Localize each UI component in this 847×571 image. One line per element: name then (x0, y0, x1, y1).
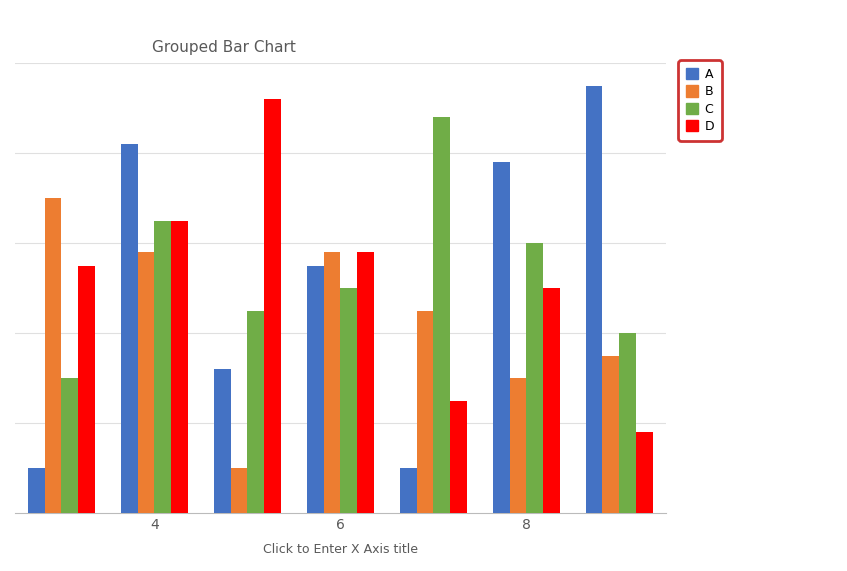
Bar (45, 198, 62, 513)
Text: Grouped Bar Chart: Grouped Bar Chart (152, 40, 296, 55)
Bar (526, 243, 543, 513)
X-axis label: Click to Enter X Axis title: Click to Enter X Axis title (263, 543, 418, 556)
Bar (450, 401, 467, 513)
Bar (602, 356, 619, 513)
Bar (417, 311, 434, 513)
Bar (307, 266, 324, 513)
Bar (247, 311, 264, 513)
Bar (78, 266, 95, 513)
Bar (138, 252, 154, 513)
Bar (493, 162, 510, 513)
Bar (357, 252, 374, 513)
Bar (400, 468, 417, 513)
Bar (434, 117, 450, 513)
Bar (543, 288, 560, 513)
Bar (171, 220, 188, 513)
Bar (214, 369, 230, 513)
Bar (28, 468, 45, 513)
Bar (340, 288, 357, 513)
Bar (62, 378, 78, 513)
Bar (154, 220, 171, 513)
Bar (324, 252, 340, 513)
Bar (586, 86, 602, 513)
Bar (230, 468, 247, 513)
Bar (636, 432, 653, 513)
Legend: A, B, C, D: A, B, C, D (678, 61, 722, 140)
Bar (619, 333, 636, 513)
Bar (264, 99, 281, 513)
Bar (510, 378, 526, 513)
Bar (121, 144, 138, 513)
